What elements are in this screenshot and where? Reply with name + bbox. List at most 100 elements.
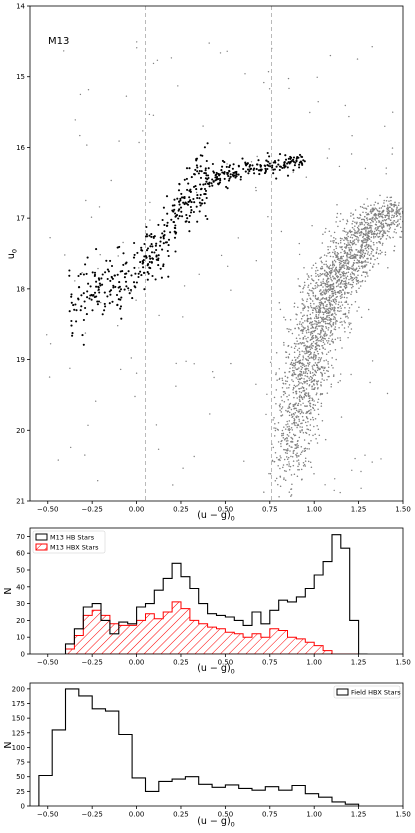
field-star-point: [315, 270, 317, 272]
field-star-point: [323, 298, 326, 300]
hb-star-point: [82, 292, 85, 295]
field-star-point: [322, 286, 324, 288]
field-star-point: [364, 221, 367, 224]
hb-star-point: [203, 187, 207, 191]
field-star-point: [74, 119, 77, 121]
field-star-point: [308, 409, 310, 412]
field-star-point: [394, 228, 396, 231]
hb-star-point: [189, 211, 193, 214]
field-star-point: [142, 130, 144, 132]
field-star-point: [294, 385, 297, 388]
field-star-point: [334, 260, 337, 263]
hb-star-point: [200, 202, 203, 205]
field-star-point: [312, 403, 315, 406]
field-star-point: [302, 309, 304, 311]
field-star-point: [388, 230, 390, 233]
hb-star-point: [166, 221, 169, 224]
hb-star-point: [186, 203, 190, 206]
field-star-point: [337, 303, 340, 306]
field-star-point: [309, 371, 312, 373]
field-star-point: [338, 261, 341, 264]
field-star-point: [339, 237, 342, 240]
field-star-point: [321, 265, 323, 268]
hb-star-point: [195, 164, 198, 167]
y-tick-label: 30: [16, 600, 25, 608]
hb-star-point: [86, 296, 89, 299]
field-star-point: [386, 225, 389, 227]
field-star-point: [331, 279, 333, 282]
field-star-point: [360, 218, 363, 221]
hb-star-point: [184, 201, 187, 204]
hb-star-point: [95, 280, 98, 283]
field-star-point: [395, 221, 397, 224]
field-star-point: [326, 322, 329, 325]
field-star-point: [335, 300, 338, 303]
field-star-point: [320, 340, 322, 342]
hb-star-point: [201, 154, 204, 157]
hb-star-point: [283, 164, 286, 167]
field-star-point: [156, 59, 159, 61]
field-star-point: [387, 209, 390, 211]
field-star-point: [323, 289, 325, 291]
field-star-point: [320, 302, 323, 305]
field-star-point: [368, 254, 371, 256]
field-star-point: [358, 232, 361, 234]
field-star-point: [341, 304, 344, 306]
field-star-point: [273, 417, 275, 419]
hb-star-point: [176, 197, 179, 200]
field-star-point: [367, 248, 370, 250]
hb-star-point: [203, 202, 206, 205]
field-star-point: [295, 318, 297, 320]
hb-star-point: [154, 278, 157, 281]
field-star-point: [378, 229, 380, 232]
hb-star-point: [226, 187, 229, 190]
hb-star-point: [178, 200, 181, 203]
field-star-point: [287, 439, 289, 442]
field-star-point: [330, 320, 332, 322]
field-star-point: [305, 345, 308, 348]
field-star-point: [336, 212, 339, 215]
field-star-point: [377, 202, 379, 204]
field-star-point: [399, 216, 402, 218]
field-star-point: [346, 255, 348, 257]
field-star-point: [292, 452, 295, 454]
field-star-point: [355, 291, 358, 294]
hb-star-point: [228, 164, 232, 167]
field-star-point: [389, 203, 391, 205]
field-star-point: [333, 374, 335, 376]
field-star-point: [310, 275, 313, 277]
field-star-point: [319, 304, 322, 307]
hb-star-point: [212, 170, 215, 173]
field-star-point: [380, 458, 382, 460]
field-star-point: [304, 320, 306, 322]
field-star-point: [357, 241, 359, 243]
field-star-point: [297, 459, 300, 461]
field-star-point: [364, 252, 367, 255]
field-star-point: [327, 370, 329, 372]
field-star-point: [382, 226, 385, 228]
field-star-point: [329, 322, 331, 324]
field-star-point: [326, 283, 329, 285]
field-star-point: [356, 270, 359, 272]
field-star-point: [325, 263, 327, 266]
hb-star-point: [140, 274, 143, 277]
field-star-point: [321, 393, 324, 395]
field-star-point: [274, 423, 276, 425]
field-star-point: [345, 259, 347, 261]
field-star-point: [341, 271, 343, 273]
field-star-point: [353, 242, 356, 244]
field-star-point: [315, 310, 317, 312]
field-star-point: [372, 265, 374, 268]
field-star-point: [321, 320, 323, 323]
hb-star-point: [151, 257, 154, 260]
field-star-point: [377, 214, 380, 217]
x-tick-label: 1.25: [351, 659, 367, 667]
field-star-point: [295, 447, 298, 449]
field-star-point: [350, 303, 353, 306]
hb-star-point: [87, 282, 90, 285]
hb-star-point: [286, 166, 289, 169]
field-star-point: [322, 233, 324, 235]
field-star-point: [209, 413, 211, 415]
hb-star-point: [81, 334, 84, 337]
hb-star-point: [109, 289, 113, 292]
